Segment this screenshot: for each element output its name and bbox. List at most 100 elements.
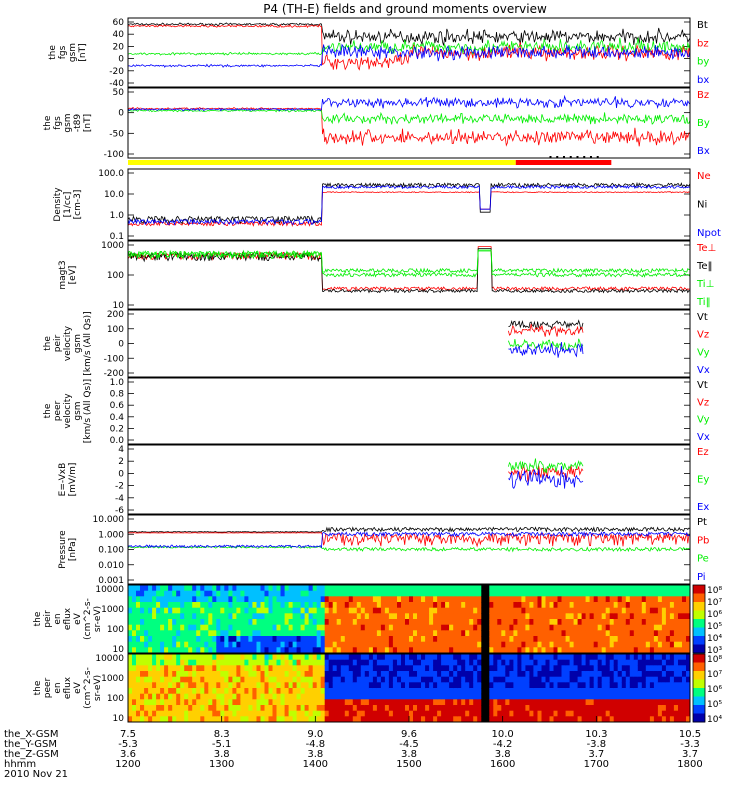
spectrogram-cell bbox=[593, 676, 599, 683]
x-row-value: 1500 bbox=[396, 759, 421, 770]
spectrogram-cell bbox=[525, 716, 530, 723]
spectrogram-cell bbox=[477, 682, 482, 689]
spectrogram-cell bbox=[493, 602, 498, 609]
spectrogram-cell bbox=[148, 647, 153, 654]
spectrogram-cell bbox=[457, 624, 462, 631]
spectrogram-cell bbox=[376, 647, 382, 654]
spectrogram-cell bbox=[629, 716, 635, 723]
spectrogram-cell bbox=[132, 590, 137, 597]
spectrogram-cell bbox=[401, 659, 406, 666]
spectrogram-cell bbox=[617, 676, 623, 683]
spectrogram-cell bbox=[208, 665, 213, 672]
spectrogram-cell bbox=[376, 676, 382, 683]
spectrogram-cell bbox=[477, 602, 482, 609]
spectrogram-cell bbox=[405, 602, 410, 609]
spectrogram-cell bbox=[240, 688, 245, 695]
spectrogram-cell bbox=[376, 705, 382, 712]
spectrogram-cell bbox=[192, 710, 197, 717]
spectrogram-cell bbox=[160, 705, 165, 712]
spectrogram-cell bbox=[312, 699, 318, 706]
spectrogram-cell bbox=[421, 705, 426, 712]
spectrogram-cell bbox=[144, 671, 149, 678]
spectrogram-cell bbox=[336, 641, 342, 648]
spectrogram-cell bbox=[284, 647, 290, 654]
spectrogram-cell bbox=[669, 624, 675, 631]
spectrogram-cell bbox=[380, 624, 386, 631]
spectrogram-cell bbox=[581, 710, 587, 717]
spectrogram-cell bbox=[409, 607, 414, 614]
spectrogram-cell bbox=[188, 602, 193, 609]
spectrogram-cell bbox=[525, 671, 530, 678]
spectrogram-cell bbox=[465, 585, 470, 592]
spectrogram-cell bbox=[585, 705, 591, 712]
spectrogram-cell bbox=[609, 647, 615, 654]
spectrogram-cell bbox=[609, 699, 615, 706]
spectrogram-cell bbox=[561, 641, 566, 648]
spectrogram-cell bbox=[433, 671, 438, 678]
spectrogram-cell bbox=[581, 647, 587, 654]
spectrogram-cell bbox=[453, 705, 458, 712]
spectrogram-cell bbox=[208, 607, 213, 614]
spectrogram-cell bbox=[292, 688, 298, 695]
spectrogram-cell bbox=[180, 630, 185, 637]
spectrogram-cell bbox=[577, 682, 583, 689]
spectrogram-cell bbox=[276, 641, 281, 648]
spectrogram-cell bbox=[292, 699, 298, 706]
colorbar-frame bbox=[692, 653, 706, 723]
spectrogram-cell bbox=[525, 585, 530, 592]
spectrogram-cell bbox=[549, 647, 554, 654]
spectrogram-cell bbox=[292, 665, 298, 672]
spectrogram-cell bbox=[401, 654, 406, 661]
spectrogram-cell bbox=[324, 693, 330, 700]
spectrogram-cell bbox=[457, 590, 462, 597]
spectrogram-cell bbox=[300, 705, 306, 712]
spectrogram-cell bbox=[348, 710, 354, 717]
spectrogram-cell bbox=[140, 607, 145, 614]
spectrogram-cell bbox=[421, 716, 426, 723]
spectrogram-cell bbox=[192, 641, 197, 648]
legend-entry: Ni bbox=[697, 200, 707, 211]
spectrogram-cell bbox=[473, 676, 478, 683]
spectrogram-cell bbox=[144, 585, 149, 592]
spectrogram-cell bbox=[629, 710, 635, 717]
y-tick-label: -50 bbox=[109, 129, 124, 139]
spectrogram-cell bbox=[380, 716, 386, 723]
spectrogram-cell bbox=[340, 716, 346, 723]
spectrogram-cell bbox=[641, 682, 647, 689]
spectrogram-cell bbox=[268, 682, 273, 689]
spectrogram-cell bbox=[332, 641, 338, 648]
spectrogram-cell bbox=[296, 607, 302, 614]
spectrogram-cell bbox=[340, 607, 346, 614]
spectrogram-cell bbox=[669, 710, 675, 717]
spectrogram-cell bbox=[148, 693, 153, 700]
spectrogram-cell bbox=[252, 613, 257, 620]
spectrogram-cell bbox=[569, 665, 575, 672]
spectrogram-cell bbox=[144, 647, 149, 654]
spectrogram-cell bbox=[244, 630, 249, 637]
spectrogram-cell bbox=[296, 671, 302, 678]
spectrogram-cell bbox=[332, 710, 338, 717]
spectrogram-cell bbox=[465, 693, 470, 700]
spectrogram-cell bbox=[445, 647, 450, 654]
spectrogram-cell bbox=[328, 596, 334, 603]
spectrogram-cell bbox=[678, 641, 683, 648]
spectrogram-cell bbox=[641, 596, 647, 603]
spectrogram-cell bbox=[152, 596, 157, 603]
spectrogram-cell bbox=[232, 688, 237, 695]
spectrogram-cell bbox=[156, 693, 161, 700]
spectrogram-cell bbox=[292, 676, 298, 683]
spectrogram-cell bbox=[413, 596, 418, 603]
spectrogram-cell bbox=[686, 636, 691, 643]
spectrogram-cell bbox=[682, 671, 687, 678]
spectrogram-cell bbox=[537, 671, 542, 678]
x-row-value: -3.8 bbox=[587, 739, 607, 750]
spectrogram-cell bbox=[272, 665, 277, 672]
spectrogram-cell bbox=[252, 602, 257, 609]
spectrogram-cell bbox=[585, 602, 591, 609]
spectrogram-cell bbox=[601, 630, 607, 637]
spectrogram-cell bbox=[661, 641, 667, 648]
spectrogram-cell bbox=[541, 699, 546, 706]
spectrogram-cell bbox=[449, 602, 454, 609]
spectrogram-cell bbox=[509, 705, 514, 712]
